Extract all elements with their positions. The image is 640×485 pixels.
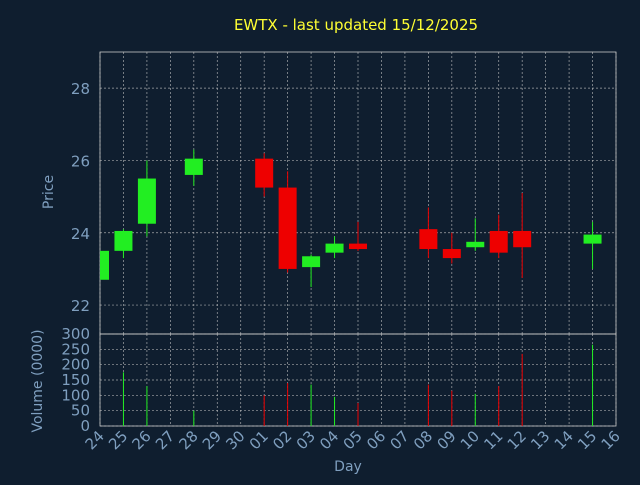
volume-tick-label: 250	[61, 340, 90, 358]
price-y-ticks: 22 24 26 28	[71, 80, 90, 315]
volume-tick-label: 200	[61, 356, 90, 374]
price-tick-label: 24	[71, 225, 90, 243]
candle-body-15	[583, 234, 602, 244]
price-tick-label: 22	[71, 297, 90, 315]
price-tick-label: 28	[71, 80, 90, 98]
volume-bars	[122, 344, 594, 426]
price-candles	[100, 149, 602, 287]
volume-tick-label: 50	[71, 402, 90, 420]
volume-tick-label: 100	[61, 386, 90, 404]
chart-title: EWTX - last updated 15/12/2025	[234, 16, 478, 34]
candle-body-01	[255, 158, 274, 188]
candle-body-11	[489, 230, 508, 253]
candle-body-03	[302, 256, 321, 268]
candle-body-05	[349, 243, 367, 250]
candle-body-04	[325, 243, 344, 253]
price-tick-label: 26	[71, 152, 90, 170]
x-ticks: 2425262728293001020304050607080910111213…	[82, 427, 624, 453]
candle-body-10	[466, 241, 485, 248]
volume-axis-label: Volume (0000)	[30, 329, 46, 432]
candle-body-08	[419, 229, 438, 250]
price-axis-label: Price	[41, 175, 57, 209]
candle-body-12	[513, 230, 532, 248]
candle-body-25	[114, 230, 133, 251]
volume-tick-label: 300	[61, 325, 90, 343]
candle-body-26	[137, 178, 156, 224]
candle-body-02	[278, 187, 297, 269]
candle-body-24	[100, 250, 109, 280]
volume-tick-label: 0	[80, 417, 90, 435]
volume-tick-label: 150	[61, 371, 90, 389]
candle-body-28	[184, 158, 203, 175]
candle-body-09	[442, 249, 461, 259]
x-axis-label: Day	[334, 459, 362, 475]
